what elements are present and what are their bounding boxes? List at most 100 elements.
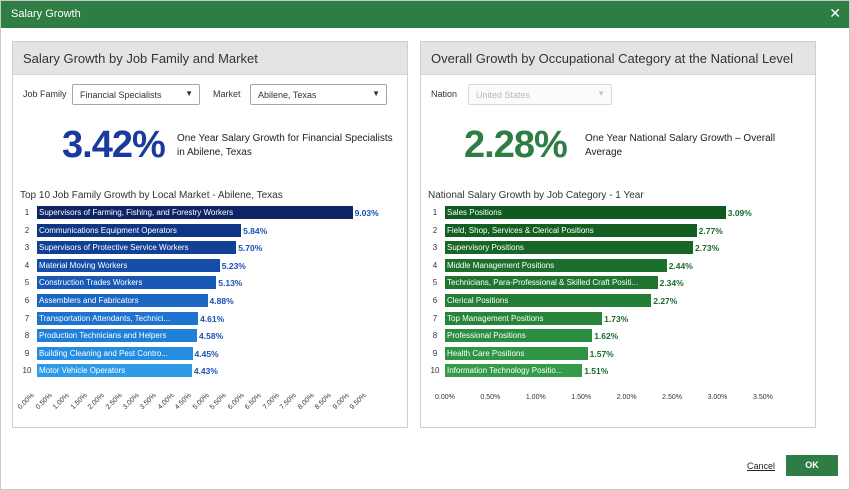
bar-rank: 2	[24, 225, 30, 235]
right-x-axis: 0.00% 0.50% 1.00% 1.50% 2.00% 2.50% 3.00% 3.50%	[421, 390, 815, 420]
national-kpi: 2.28% One Year National Salary Growth – …	[421, 124, 815, 174]
bar-category-label: Supervisors of Protective Service Worker…	[39, 243, 189, 253]
bar-category-label: Communications Equipment Operators	[39, 225, 177, 235]
bar-category-label: Technicians, Para-Professional & Skilled…	[447, 278, 639, 288]
bar-rank: 4	[24, 260, 30, 270]
bar-value-label: 2.77%	[698, 225, 723, 236]
bar-category-label: Field, Shop, Services & Clerical Positio…	[447, 225, 594, 235]
bar-category-label: Clerical Positions	[447, 296, 509, 305]
bar[interactable]: Supervisory Positions	[445, 241, 694, 255]
caret-down-icon: ▼	[372, 89, 380, 98]
bar-value-label: 5.84%	[243, 225, 268, 236]
bar-value-label: 4.45%	[194, 348, 219, 359]
nation-dropdown: United States ▼	[468, 84, 612, 105]
left-chart-title: Top 10 Job Family Growth by Local Market…	[20, 190, 283, 201]
bar-rank: 9	[24, 348, 30, 358]
bar-value-label: 5.70%	[238, 243, 263, 254]
bar-category-label: Assemblers and Fabricators	[39, 296, 139, 305]
bar-row: 4 Material Moving Workers 5.23%	[13, 258, 407, 273]
bar-rank: 1	[432, 208, 438, 217]
local-growth-description: One Year Salary Growth for Financial Spe…	[177, 132, 402, 160]
bar-value-label: 2.73%	[695, 243, 720, 254]
bar-rank: 2	[432, 225, 438, 235]
market-dropdown[interactable]: Abilene, Texas ▼	[250, 84, 387, 105]
x-tick-label: 6.50%	[244, 392, 264, 411]
bar-category-label: Health Care Positions	[447, 348, 525, 358]
x-tick-label: 3.00%	[121, 392, 141, 411]
bar-value-label: 3.09%	[727, 208, 752, 218]
bar-rank: 3	[24, 243, 30, 253]
national-desc-line-2: Average	[585, 147, 623, 158]
bar-category-label: Sales Positions	[447, 208, 502, 217]
bar[interactable]: Supervisors of Protective Service Worker…	[37, 241, 237, 255]
bar-rank: 5	[24, 278, 30, 288]
bar-rank: 5	[432, 278, 438, 288]
x-tick-label: 9.50%	[348, 392, 368, 411]
ok-button[interactable]: OK	[786, 455, 838, 476]
bar[interactable]: Production Technicians and Helpers	[37, 329, 198, 343]
national-category-panel: Overall Growth by Occupational Category …	[420, 41, 816, 428]
bar-category-label: Top Management Positions	[447, 313, 544, 323]
bar-value-label: 2.27%	[653, 296, 678, 306]
bar[interactable]: Health Care Positions	[445, 346, 588, 360]
job-family-dropdown[interactable]: Financial Specialists ▼	[72, 84, 200, 105]
bar[interactable]: Material Moving Workers	[37, 258, 220, 272]
x-tick-label: 2.50%	[104, 392, 124, 411]
bar[interactable]: Communications Equipment Operators	[37, 223, 242, 237]
bar[interactable]: Professional Positions	[445, 329, 593, 343]
bar[interactable]: Top Management Positions	[445, 311, 603, 325]
nation-label: Nation	[431, 89, 458, 99]
bar-row: 1 Sales Positions 3.09%	[421, 206, 815, 220]
bar-row: 8 Professional Positions 1.62%	[421, 329, 815, 343]
x-tick-label: 4.00%	[156, 392, 176, 411]
bar[interactable]: Clerical Positions	[445, 294, 652, 307]
bar-value-label: 1.62%	[594, 331, 619, 342]
x-tick-label: 3.50%	[753, 394, 773, 401]
bar-row: 7 Top Management Positions 1.73%	[421, 311, 815, 326]
x-tick-label: 2.50%	[662, 394, 682, 401]
left-x-axis: 0.00% 0.50% 1.00% 1.50% 2.00% 2.50% 3.00% 3.50%…	[13, 390, 407, 420]
bar[interactable]: Building Cleaning and Pest Contro...	[37, 346, 193, 360]
bar-value-label: 2.34%	[659, 278, 684, 289]
bar-rank: 6	[24, 296, 30, 305]
bar[interactable]: Supervisors of Farming, Fishing, and For…	[37, 206, 353, 219]
x-tick-label: 7.00%	[261, 392, 281, 411]
x-tick-label: 5.00%	[191, 392, 211, 411]
bar-rank: 10	[22, 366, 32, 376]
left-filters: Job Family Financial Specialists ▼ Marke…	[13, 84, 407, 106]
bar[interactable]: Construction Trades Workers	[37, 276, 217, 290]
bar-row: 6 Assemblers and Fabricators 4.88%	[13, 294, 407, 308]
market-value: Abilene, Texas	[258, 90, 317, 100]
bar-row: 7 Transportation Attendants, Technici... 4…	[13, 311, 407, 326]
caret-down-icon: ▼	[597, 89, 605, 98]
x-tick-label: 1.00%	[51, 392, 71, 411]
bar[interactable]: Assemblers and Fabricators	[37, 294, 208, 307]
bar-value-label: 4.61%	[200, 313, 225, 324]
bar-rank: 1	[24, 208, 30, 217]
x-tick-label: 2.00%	[86, 392, 106, 411]
bar[interactable]: Field, Shop, Services & Clerical Positio…	[445, 223, 697, 237]
bar[interactable]: Motor Vehicle Operators	[37, 364, 192, 378]
bar[interactable]: Information Technology Positio...	[445, 364, 583, 378]
right-panel-header: Overall Growth by Occupational Category …	[421, 42, 815, 75]
local-kpi: 3.42% One Year Salary Growth for Financi…	[13, 124, 407, 174]
close-icon[interactable]: ✕	[829, 5, 841, 21]
cancel-button[interactable]: Cancel	[747, 461, 776, 471]
bar[interactable]: Technicians, Para-Professional & Skilled…	[445, 276, 658, 290]
x-tick-label: 1.00%	[525, 394, 546, 401]
bar[interactable]: Transportation Attendants, Technici...	[37, 311, 199, 325]
bar-rank: 10	[430, 366, 440, 376]
x-tick-label: 8.50%	[314, 392, 334, 411]
bar[interactable]: Middle Management Positions	[445, 258, 667, 272]
local-desc-line-2: in Abilene, Texas	[177, 147, 252, 158]
bar-value-label: 9.03%	[354, 208, 379, 218]
x-tick-label: 4.50%	[174, 392, 194, 411]
x-tick-label: 6.00%	[226, 392, 246, 411]
job-family-market-panel: Salary Growth by Job Family and Market J…	[12, 41, 408, 428]
bar-category-label: Construction Trades Workers	[39, 278, 143, 288]
bar[interactable]: Sales Positions	[445, 206, 726, 219]
bar-rank: 7	[24, 313, 30, 323]
right-filters: Nation United States ▼	[421, 84, 815, 106]
bar-row: 4 Middle Management Positions 2.44%	[421, 258, 815, 273]
bar-category-label: Transportation Attendants, Technici...	[39, 313, 171, 323]
